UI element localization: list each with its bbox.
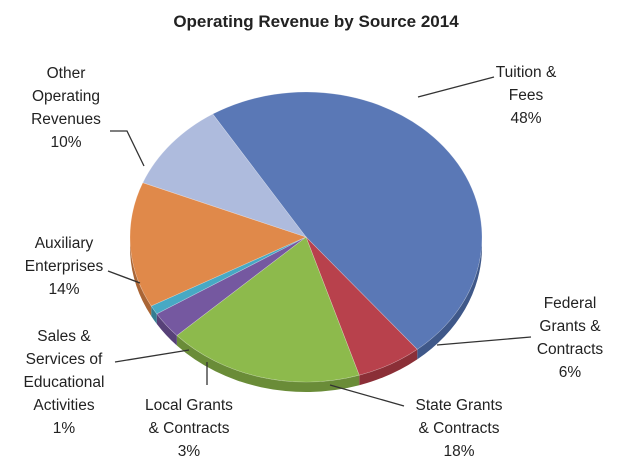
slice-label-2: State Grants & Contracts 18%	[415, 397, 502, 458]
leader-line-2	[329, 384, 405, 407]
slice-label-6-line-0: Other	[47, 65, 86, 82]
slice-label-3: Local Grants & Contracts 3%	[145, 397, 233, 458]
slice-labels: Tuition & Fees 48% Federal Grants & Contracts…	[23, 64, 603, 458]
slice-label-1: Federal Grants & Contracts 6%	[537, 295, 604, 381]
slice-label-0-line-0: Tuition &	[496, 64, 557, 81]
pie-side-5-0	[130, 237, 152, 316]
slice-label-1-line-0: Federal	[544, 295, 597, 312]
slice-label-1-line-3: 6%	[559, 364, 582, 381]
slice-label-3-line-2: 3%	[178, 443, 201, 458]
pie-side-3-0	[156, 313, 177, 346]
slice-label-0-line-2: 48%	[510, 110, 541, 127]
slice-label-5: Auxiliary Enterprises 14%	[25, 235, 104, 298]
leader-line-6	[110, 130, 145, 167]
slice-label-0: Tuition & Fees 48%	[496, 64, 557, 127]
pie-depth	[130, 237, 483, 392]
pie-slices	[129, 91, 483, 383]
slice-label-6-line-3: 10%	[50, 134, 81, 151]
pie-side-0-0	[417, 237, 483, 360]
slice-label-3-line-1: & Contracts	[149, 420, 230, 437]
slice-label-5-line-2: 14%	[48, 281, 79, 298]
leader-line-5	[107, 270, 141, 284]
pie-side-4-0	[151, 305, 157, 324]
chart-title: Operating Revenue by Source 2014	[173, 12, 459, 31]
slice-label-6-line-1: Operating	[32, 88, 100, 105]
pie-slice-2	[176, 236, 360, 383]
pie-side-1-0	[359, 349, 418, 386]
slice-label-3-line-0: Local Grants	[145, 397, 233, 414]
slice-label-4-line-4: 1%	[53, 420, 76, 437]
leader-line-4	[114, 349, 190, 363]
slice-label-5-line-1: Enterprises	[25, 258, 104, 275]
label-leaders	[107, 76, 532, 407]
slice-label-4-line-3: Activities	[33, 397, 94, 414]
slice-label-2-line-0: State Grants	[415, 397, 502, 414]
slice-label-0-line-1: Fees	[509, 87, 544, 104]
leader-line-0	[417, 76, 495, 98]
pie-slice-0	[212, 91, 483, 350]
pie-slice-6	[142, 113, 307, 238]
pie-slice-5	[129, 182, 307, 307]
pie-slice-3	[156, 236, 307, 336]
slice-label-6-line-2: Revenues	[31, 111, 101, 128]
slice-label-5-line-0: Auxiliary	[35, 235, 94, 252]
slice-label-4-line-1: Services of	[26, 351, 103, 368]
pie-side-2-0	[176, 335, 360, 392]
slice-label-4-line-2: Educational	[23, 374, 104, 391]
slice-label-2-line-2: 18%	[443, 443, 474, 458]
slice-label-2-line-1: & Contracts	[419, 420, 500, 437]
slice-label-4-line-0: Sales &	[37, 328, 91, 345]
slice-label-4: Sales & Services of Educational Activities 1…	[23, 328, 104, 437]
leader-line-1	[436, 336, 532, 346]
pie-slice-4	[150, 236, 307, 315]
slice-label-1-line-1: Grants &	[539, 318, 601, 335]
slice-label-1-line-2: Contracts	[537, 341, 604, 358]
pie-slice-1	[305, 236, 418, 376]
slice-label-6: Other Operating Revenues 10%	[31, 65, 101, 151]
